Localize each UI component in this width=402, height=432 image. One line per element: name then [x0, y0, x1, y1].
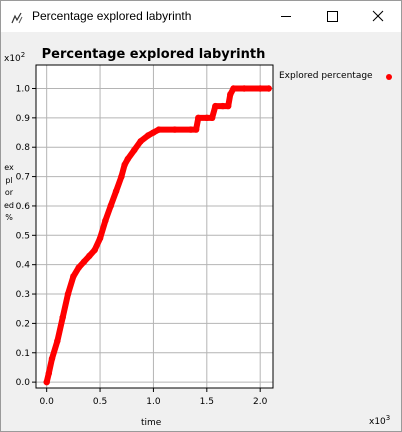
data-point	[43, 378, 50, 386]
data-point	[187, 126, 194, 133]
y-tick-label: 0.1	[16, 349, 30, 359]
x-axis-label: time	[141, 418, 162, 428]
legend-label: Explored percentage	[279, 71, 373, 81]
x-exponent-label: x103	[369, 414, 391, 427]
y-tick-label: 0.0	[16, 378, 31, 388]
data-point	[203, 114, 211, 122]
data-point	[240, 85, 248, 92]
data-point	[70, 273, 77, 280]
data-point	[107, 202, 114, 210]
x-tick-label: 0.5	[93, 397, 107, 407]
y-tick-label: 0.8	[16, 143, 31, 153]
data-point	[171, 126, 178, 133]
y-tick-label: 0.5	[16, 231, 30, 241]
data-point	[80, 258, 88, 265]
data-point	[121, 161, 128, 169]
data-point	[195, 114, 202, 122]
y-tick-label: 0.9	[16, 114, 31, 124]
y-axis-label: explored %	[4, 163, 14, 223]
y-tick-label: 1.0	[16, 84, 31, 94]
y-tick-label: 0.6	[16, 202, 31, 212]
data-point	[91, 246, 98, 254]
y-tick-label: 0.4	[16, 261, 31, 271]
data-point	[45, 370, 53, 377]
data-point	[75, 264, 82, 271]
data-point	[96, 235, 104, 242]
x-tick-label: 2.0	[253, 397, 268, 407]
data-point	[144, 132, 152, 139]
data-point	[150, 129, 157, 136]
legend: Explored percentage	[279, 71, 399, 83]
data-point	[227, 91, 234, 98]
maximize-button[interactable]	[309, 1, 355, 32]
close-button[interactable]	[355, 1, 401, 32]
data-point	[224, 102, 232, 110]
data-point	[131, 146, 138, 154]
y-exponent-label: x102	[4, 51, 26, 64]
minimize-button[interactable]	[263, 1, 309, 32]
minimize-icon	[281, 16, 291, 17]
y-tick-label: 0.2	[16, 319, 30, 329]
data-point	[219, 102, 227, 110]
data-point	[212, 102, 219, 110]
plot-area: 0.0 0.5 1.0 1.5 2.0 0.0 0.1 0.2 0.3 0.4 0.5 0.6 0.7 0…	[1, 32, 401, 431]
data-point	[48, 355, 56, 362]
y-tick-label: 0.3	[16, 290, 30, 300]
x-tick-label: 1.0	[146, 397, 161, 407]
title-bar[interactable]: Percentage explored labyrinth	[1, 1, 401, 32]
data-point	[208, 114, 216, 122]
maximize-icon	[327, 11, 338, 22]
data-point	[124, 155, 132, 163]
data-point	[86, 252, 93, 260]
legend-marker	[386, 74, 392, 80]
data-point	[64, 290, 72, 298]
data-point	[192, 126, 200, 133]
data-point	[118, 173, 125, 180]
data-point	[102, 217, 109, 224]
data-point	[59, 314, 66, 321]
x-tick-label: 0.0	[40, 397, 55, 407]
chart-app-icon	[10, 10, 24, 24]
data-point	[54, 337, 61, 345]
data-point	[265, 85, 272, 92]
data-point	[137, 138, 144, 145]
data-point	[155, 126, 162, 133]
close-icon	[372, 10, 384, 22]
chart-title: Percentage explored labyrinth	[41, 47, 266, 62]
window-title: Percentage explored labyrinth	[32, 9, 192, 23]
x-tick-label: 1.5	[200, 397, 214, 407]
chart-canvas: 0.0 0.5 1.0 1.5 2.0 0.0 0.1 0.2 0.3 0.4 0.5 0.6 0.7 0…	[16, 64, 274, 407]
y-tick-label: 0.7	[16, 173, 30, 183]
data-point	[256, 85, 264, 92]
plot-background	[36, 65, 273, 388]
data-point	[230, 85, 237, 92]
plot-frame	[35, 64, 274, 389]
data-point	[112, 188, 120, 195]
